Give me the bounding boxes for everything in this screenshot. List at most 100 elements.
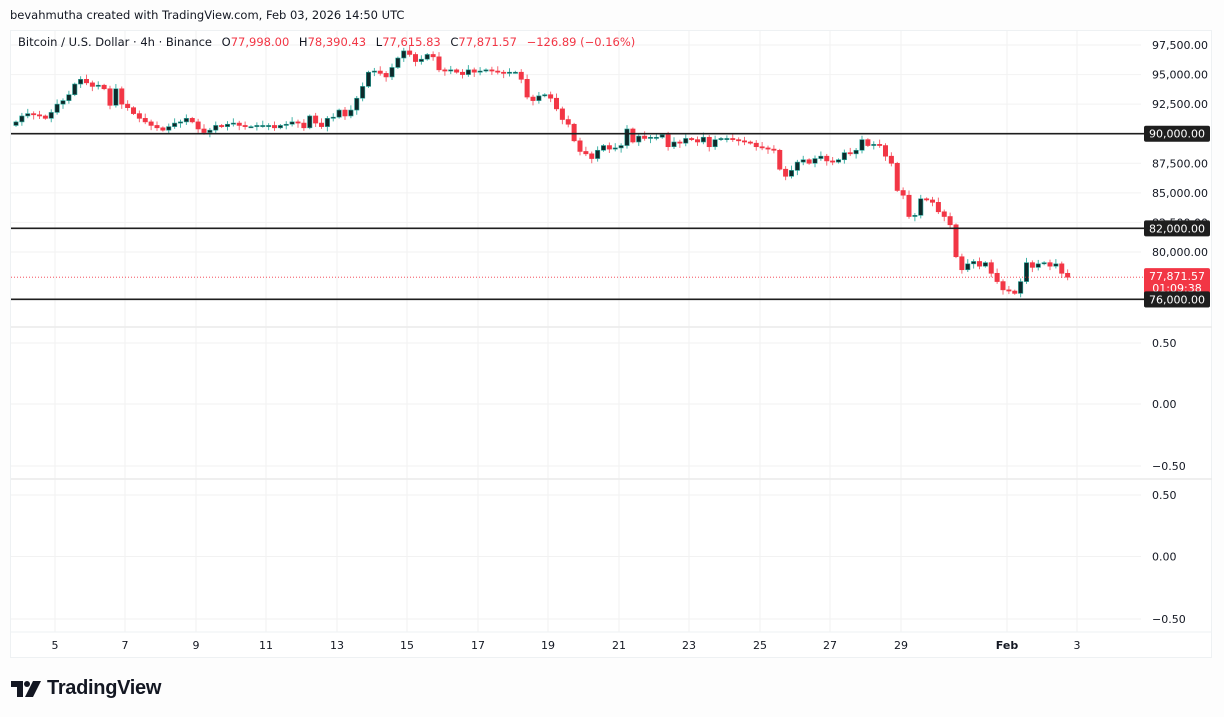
last-price-label: 77,871.57 [1149, 270, 1205, 283]
candle-down [125, 103, 131, 108]
candle-down [31, 113, 37, 116]
candle-down [430, 54, 436, 58]
candle-up [166, 126, 172, 131]
low-label: L [375, 35, 383, 49]
time-axis-label: 23 [682, 639, 696, 652]
candle-up [360, 86, 366, 99]
open-value: 77,998.00 [230, 35, 290, 49]
candle-down [160, 127, 166, 131]
candle-down [242, 125, 248, 127]
level-price-label: 76,000.00 [1149, 293, 1205, 306]
candle-down [577, 140, 583, 152]
candle-up [971, 261, 977, 265]
candle-down [783, 168, 789, 177]
candle-down [571, 123, 577, 142]
candle-down [236, 122, 242, 126]
indicator-axis-label: 0.50 [1152, 489, 1177, 502]
candle-down [906, 194, 912, 217]
candle-down [847, 152, 853, 155]
candle-down [219, 125, 225, 127]
candle-up [647, 136, 653, 139]
candle-down [900, 190, 906, 196]
candle-up [283, 123, 289, 126]
candle-down [935, 202, 941, 213]
candle-up [172, 122, 178, 127]
candle-down [195, 121, 201, 130]
candle-down [459, 71, 465, 75]
candle-up [871, 144, 877, 146]
candle-down [412, 54, 418, 62]
candle-down [865, 139, 871, 146]
candle-down [454, 69, 460, 73]
price-axis-label: 95,000.00 [1152, 69, 1208, 82]
time-axis-label: 29 [894, 639, 908, 652]
candle-up [54, 103, 60, 113]
candle-up [354, 97, 360, 111]
candle-up [1035, 263, 1041, 268]
candle-down [882, 145, 888, 157]
candle-up [48, 112, 54, 119]
candle-down [101, 84, 107, 90]
candle-up [812, 158, 818, 164]
candle-up [712, 139, 718, 148]
level-price-label: 90,000.00 [1149, 128, 1205, 141]
candle-up [982, 262, 988, 267]
indicator-axis-label: 0.50 [1152, 337, 1177, 350]
candle-up [207, 129, 213, 133]
candle-down [84, 79, 90, 84]
candle-down [489, 69, 495, 72]
candle-down [471, 69, 477, 73]
time-axis-label: 19 [541, 639, 555, 652]
candle-down [988, 262, 994, 274]
candle-up [60, 100, 66, 105]
candle-down [888, 155, 894, 164]
candle-up [853, 149, 859, 155]
time-axis-label: Feb [996, 639, 1019, 652]
candle-up [365, 71, 371, 87]
time-axis-label: 5 [52, 639, 59, 652]
candle-up [835, 159, 841, 163]
candle-down [959, 256, 965, 271]
candle-down [342, 109, 348, 117]
open-label: O [221, 35, 231, 49]
candle-up [225, 123, 231, 127]
candle-down [753, 142, 759, 148]
candle-down [142, 118, 148, 123]
high-label: H [298, 35, 308, 49]
candle-up [448, 69, 454, 72]
candle-up [289, 121, 295, 125]
candle-up [636, 135, 642, 143]
candle-up [395, 57, 401, 68]
candle-down [89, 82, 95, 87]
candle-up [178, 121, 184, 124]
candle-up [266, 125, 272, 127]
candle-up [506, 71, 512, 74]
candle-down [271, 125, 277, 129]
candle-down [136, 113, 142, 119]
candle-up [348, 109, 354, 117]
close-label: C [450, 35, 459, 49]
candle-up [512, 71, 518, 74]
candle-up [371, 70, 377, 73]
time-axis-label: 25 [753, 639, 767, 652]
candle-down [42, 115, 48, 119]
candle-down [777, 149, 783, 170]
candle-down [524, 79, 530, 98]
symbol-title[interactable]: Bitcoin / U.S. Dollar · 4h · Binance [18, 35, 213, 49]
candle-up [700, 136, 706, 143]
candle-down [736, 139, 742, 142]
candle-down [924, 198, 930, 201]
candle-up [330, 116, 336, 119]
candle-down [377, 70, 383, 74]
candle-up [113, 88, 119, 106]
candle-down [947, 216, 953, 226]
candle-up [818, 155, 824, 159]
candle-down [201, 128, 207, 133]
candle-up [859, 139, 865, 151]
candle-down [877, 144, 883, 146]
tradingview-logo[interactable]: TradingView [11, 677, 161, 700]
candle-up [624, 128, 630, 146]
time-axis-label: 9 [193, 639, 200, 652]
candle-up [401, 50, 407, 59]
